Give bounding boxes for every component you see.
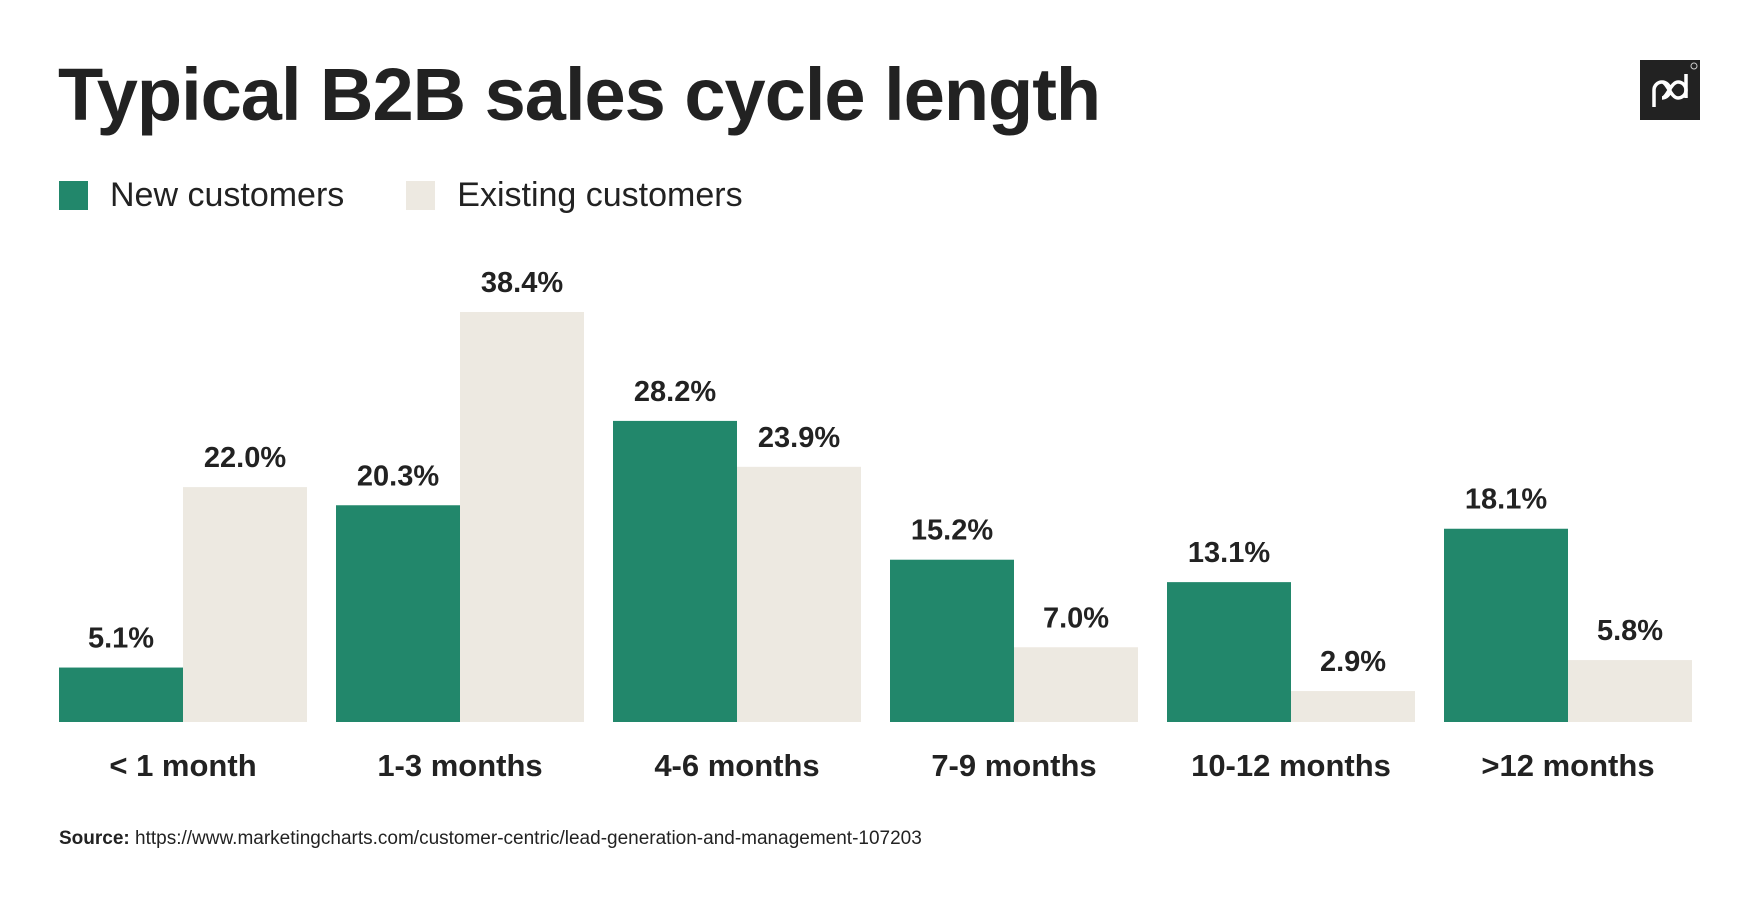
bar-new bbox=[59, 667, 183, 722]
source-url: https://www.marketingcharts.com/customer… bbox=[135, 828, 922, 849]
legend-swatch-existing bbox=[406, 181, 436, 210]
bar-existing bbox=[460, 312, 584, 722]
data-label: 15.2% bbox=[911, 515, 993, 547]
bar-new bbox=[1444, 528, 1568, 722]
bar-chart: 5.1% 22.0% < 1 month 20.3% 38.4% 1-3 months 28… bbox=[59, 267, 1692, 783]
chart-title: Typical B2B sales cycle length bbox=[58, 53, 1101, 136]
bar-existing bbox=[737, 466, 861, 722]
bar-existing bbox=[1568, 660, 1692, 722]
bar-new bbox=[336, 505, 460, 722]
legend-item-new: New customers bbox=[59, 176, 344, 215]
bar-new bbox=[890, 559, 1014, 722]
category-label: < 1 month bbox=[109, 748, 256, 783]
legend-label-new: New customers bbox=[110, 176, 345, 214]
bar-existing bbox=[183, 487, 307, 722]
legend-swatch-new bbox=[59, 181, 88, 210]
data-label: 28.2% bbox=[634, 376, 716, 408]
data-label: 2.9% bbox=[1320, 646, 1386, 678]
data-label: 5.1% bbox=[88, 623, 154, 655]
data-label: 22.0% bbox=[204, 442, 286, 474]
data-label: 18.1% bbox=[1465, 484, 1547, 516]
legend-item-existing: Existing customers bbox=[406, 176, 743, 215]
category-label: 4-6 months bbox=[654, 748, 819, 783]
data-label: 5.8% bbox=[1597, 615, 1663, 647]
data-label: 23.9% bbox=[758, 422, 840, 454]
pd-logo bbox=[1640, 60, 1700, 120]
data-label: 20.3% bbox=[357, 460, 439, 492]
legend: New customers Existing customers bbox=[59, 176, 805, 215]
bar-existing bbox=[1291, 691, 1415, 722]
category-label: 10-12 months bbox=[1191, 748, 1391, 783]
source-note: Source: https://www.marketingcharts.com/… bbox=[59, 828, 922, 850]
data-label: 7.0% bbox=[1043, 602, 1109, 634]
category-label: 1-3 months bbox=[377, 748, 542, 783]
bar-new bbox=[1167, 582, 1291, 722]
bar-new bbox=[613, 420, 737, 722]
source-label: Source: bbox=[59, 828, 130, 849]
category-label: 7-9 months bbox=[931, 748, 1096, 783]
category-label: >12 months bbox=[1481, 748, 1654, 783]
data-label: 13.1% bbox=[1188, 537, 1270, 569]
bar-existing bbox=[1014, 647, 1138, 722]
legend-label-existing: Existing customers bbox=[457, 176, 743, 214]
data-label: 38.4% bbox=[481, 267, 563, 299]
